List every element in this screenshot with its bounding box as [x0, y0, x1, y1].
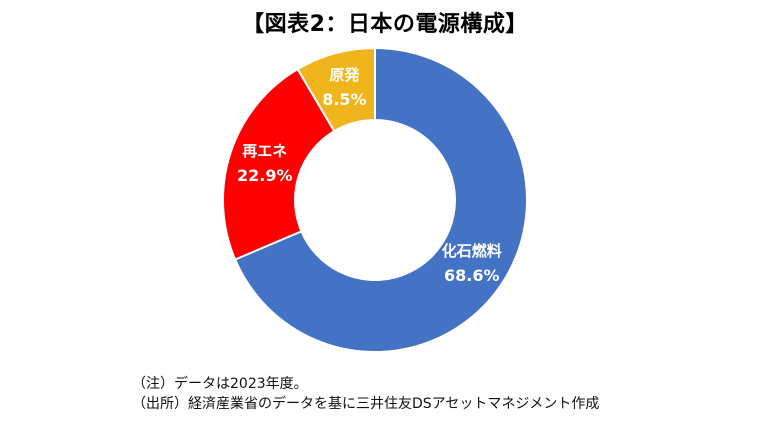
donut-chart: 化石燃料 68.6% 再エネ 22.9% 原発 8.5% — [222, 46, 528, 353]
slice-value-label-2: 22.9% — [237, 166, 293, 185]
slice-label-2: 再エネ — [242, 142, 287, 160]
slice-2 — [222, 67, 336, 261]
slice-label-3: 原発 — [329, 66, 360, 84]
slice-1 — [233, 46, 528, 353]
note-data-year: （注）データは2023年度。 — [132, 376, 308, 392]
slice-label-1: 化石燃料 — [442, 242, 502, 260]
note-source: （出所）経済産業省のデータを基に三井住友DSアセットマネジメント作成 — [132, 396, 600, 412]
slice-value-label-1: 68.6% — [444, 266, 500, 285]
footnotes: （注）データは2023年度。 （出所）経済産業省のデータを基に三井住友DSアセッ… — [132, 374, 599, 414]
slice-value-label-3: 8.5% — [322, 90, 366, 109]
chart-title: 【図表2：日本の電源構成】 — [242, 12, 528, 37]
slice-3 — [296, 46, 376, 133]
